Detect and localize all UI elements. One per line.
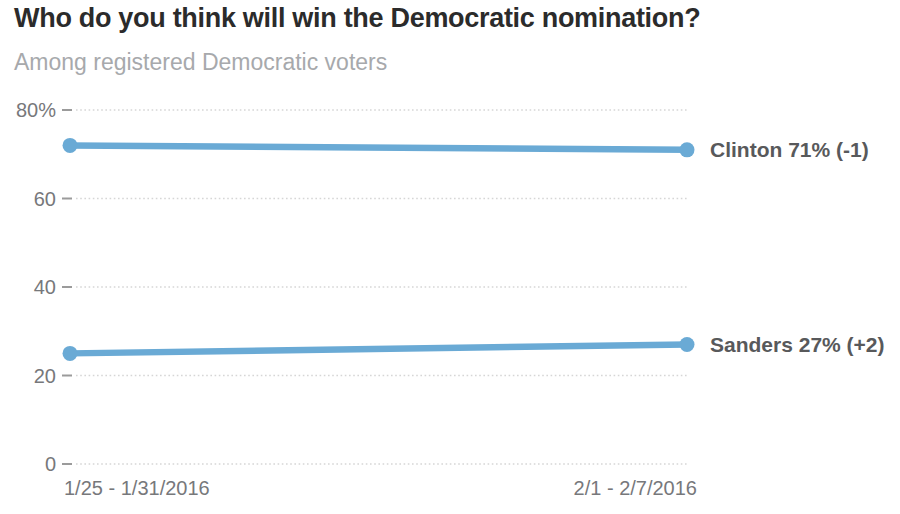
y-axis-tick-label: 80% (0, 98, 56, 122)
y-axis-tick-label: 0 (0, 452, 56, 476)
data-point-marker (680, 337, 695, 352)
series-line-sanders (70, 345, 687, 354)
chart-area: 0 20 40 60 80% Clinton 71% (-1) Sanders 27% (+… (0, 0, 900, 514)
data-point-marker (63, 346, 78, 361)
series-end-label-clinton: Clinton 71% (-1) (710, 136, 869, 164)
data-point-marker (680, 142, 695, 157)
poll-chart-page: Who do you think will win the Democratic… (0, 0, 900, 514)
line-chart (0, 0, 900, 514)
series-line-clinton (70, 145, 687, 149)
y-axis-tick-label: 40 (0, 275, 56, 299)
x-axis-label: 2/1 - 2/7/2016 (0, 477, 697, 500)
y-axis-tick-label: 20 (0, 364, 56, 388)
series-end-label-sanders: Sanders 27% (+2) (710, 331, 885, 359)
data-point-marker (63, 138, 78, 153)
y-axis-tick-label: 60 (0, 187, 56, 211)
